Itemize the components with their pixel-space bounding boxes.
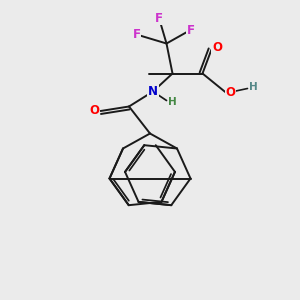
Text: O: O	[212, 40, 222, 54]
Text: F: F	[133, 28, 140, 41]
Text: O: O	[89, 104, 100, 117]
Text: H: H	[248, 82, 257, 92]
Text: F: F	[187, 23, 194, 37]
Text: H: H	[167, 97, 176, 107]
Text: O: O	[225, 86, 235, 100]
Text: N: N	[148, 85, 158, 98]
Text: F: F	[155, 11, 163, 25]
